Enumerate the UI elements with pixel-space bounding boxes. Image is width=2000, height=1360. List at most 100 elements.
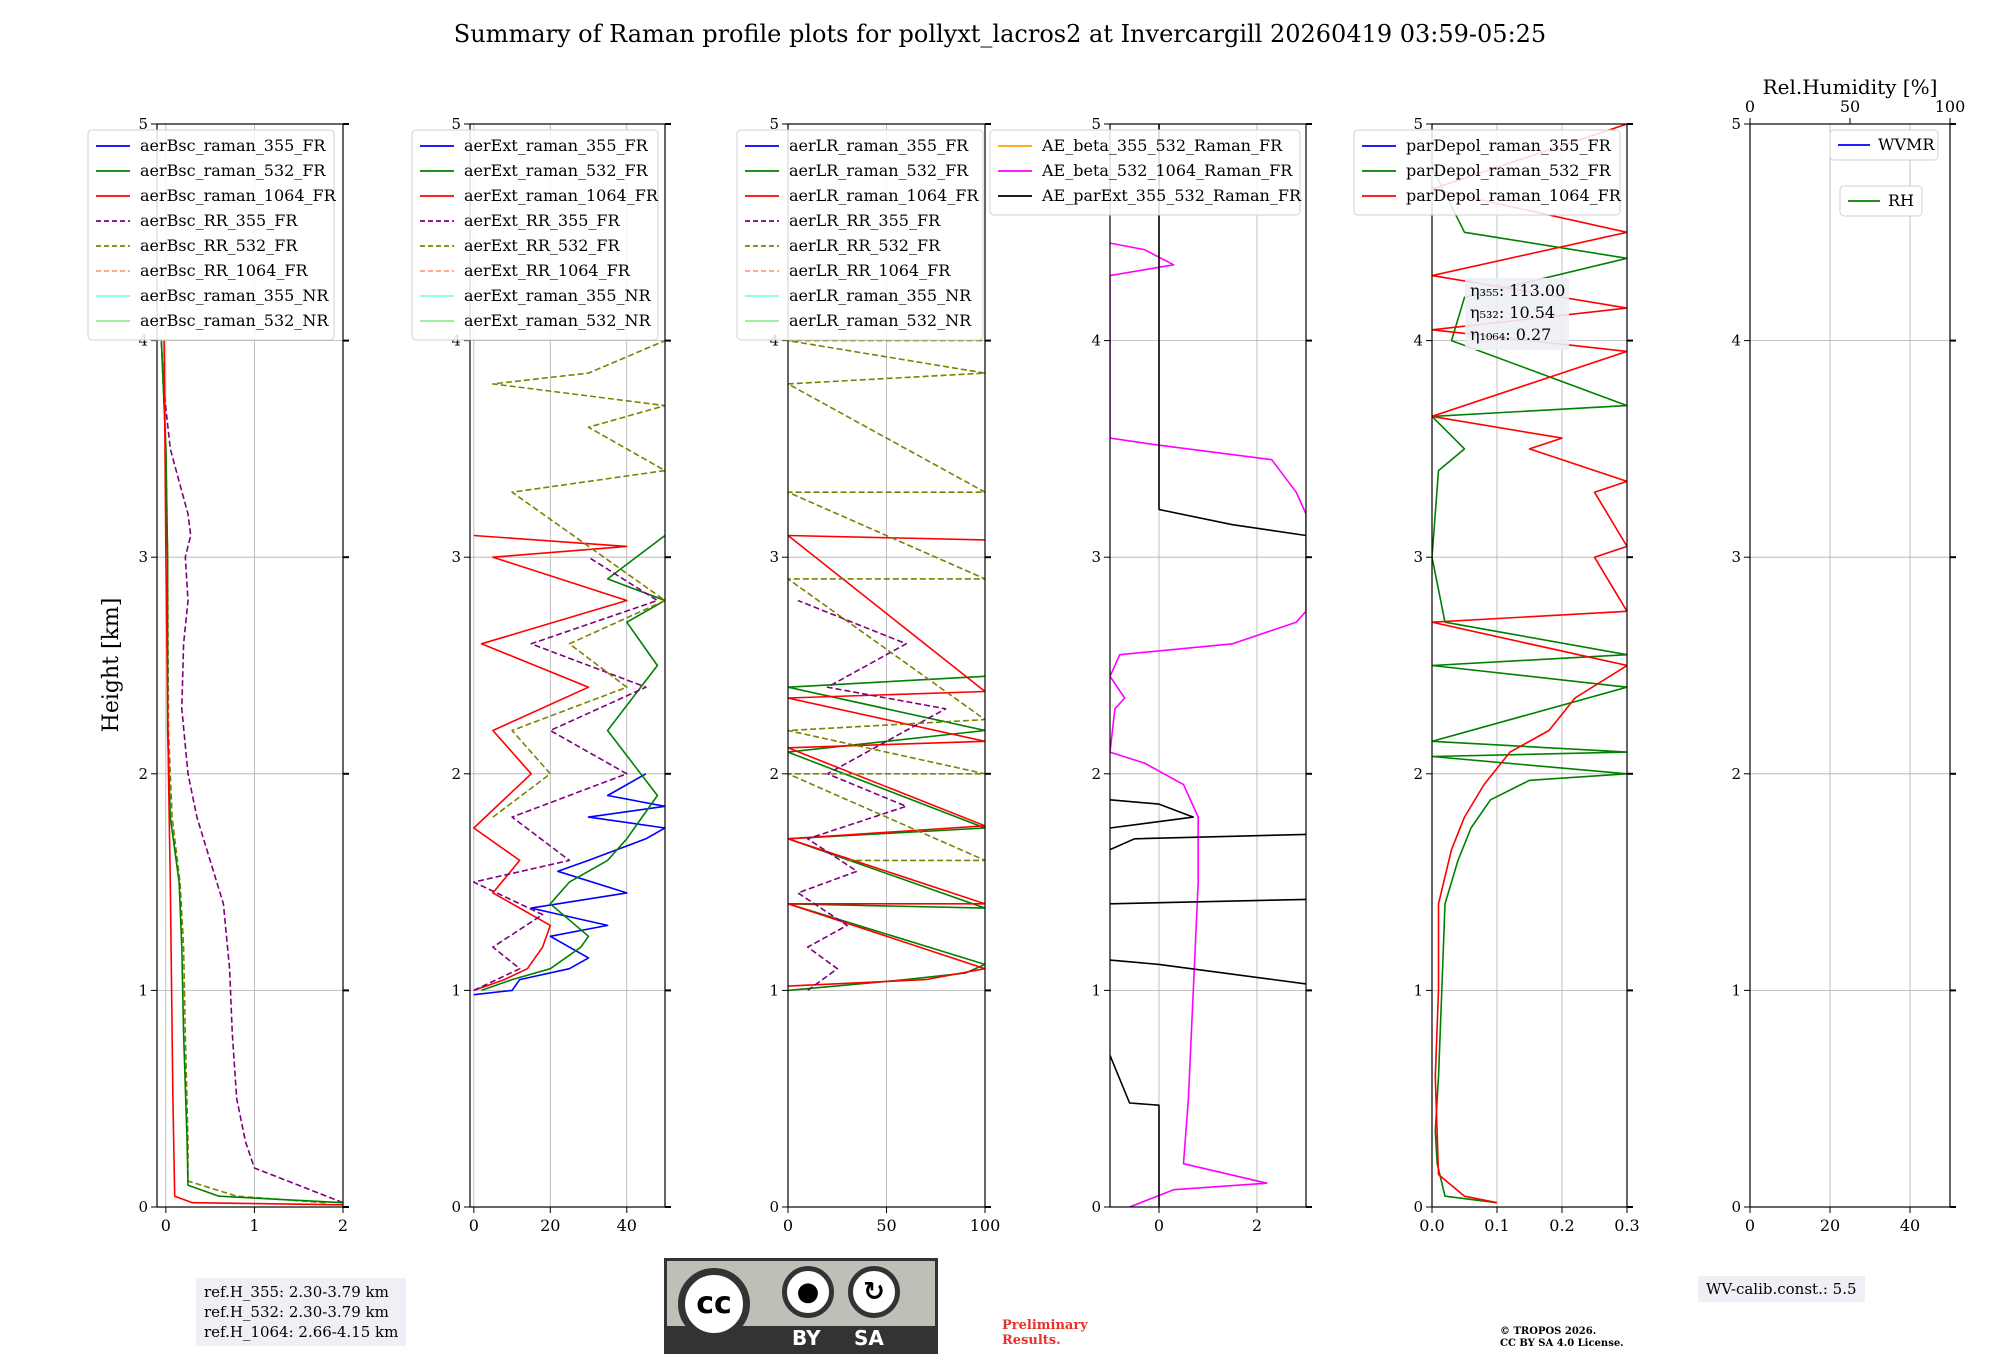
top-tick-label: 0	[1745, 97, 1755, 116]
legend-label: aerBsc_RR_355_FR	[140, 211, 298, 230]
y-tick-label: 5	[1731, 115, 1741, 133]
y-tick-label: 2	[769, 765, 779, 783]
legend-label: parDepol_raman_1064_FR	[1406, 186, 1622, 205]
ref-height-1064: ref.H_1064: 2.66-4.15 km	[204, 1323, 399, 1341]
series-line	[472, 556, 659, 992]
x-tick-label: 0.0	[1419, 1216, 1444, 1235]
series-line	[1110, 242, 1306, 1207]
legend-box	[1829, 129, 1939, 161]
axes-frame	[1749, 123, 1951, 1208]
axes-frame	[1109, 123, 1307, 1208]
eta-annotation: η₅₃₂: 10.54	[1470, 303, 1555, 322]
y-tick-label: 3	[451, 548, 461, 566]
legend-box	[736, 129, 984, 341]
legend-label: aerExt_RR_532_FR	[464, 236, 621, 255]
legend-label: aerBsc_raman_355_FR	[140, 136, 326, 155]
y-tick-label: 2	[1413, 765, 1423, 783]
x-tick-label: 0	[1745, 1216, 1755, 1235]
x-tick-label: 0	[161, 1216, 171, 1235]
copyright-note: © TROPOS 2026. CC BY SA 4.0 License.	[1500, 1326, 1624, 1350]
y-tick-label: 5	[769, 115, 779, 133]
y-tick-label: 5	[1413, 115, 1423, 133]
y-tick-label: 1	[769, 981, 779, 999]
y-tick-label: 3	[1091, 548, 1101, 566]
y-tick-label: 1	[451, 981, 461, 999]
ref-height-355: ref.H_355: 2.30-3.79 km	[204, 1283, 389, 1301]
legend-box	[411, 129, 659, 341]
y-tick-label: 4	[769, 332, 779, 350]
license-by-label: BY	[792, 1326, 821, 1350]
panel-ae: 02012345Ångström Exp.AE_beta_355_532_Ram…	[989, 115, 1312, 1235]
series-line	[1158, 124, 1306, 537]
legend-label: aerLR_raman_532_FR	[789, 161, 969, 180]
series-line	[1110, 799, 1195, 829]
x-tick-label: 20	[540, 1216, 560, 1235]
x-tick-label: 0	[783, 1216, 793, 1235]
ref-height-532: ref.H_532: 2.30-3.79 km	[204, 1303, 389, 1321]
y-tick-label: 5	[451, 115, 461, 133]
legend-label: aerBsc_raman_532_NR	[140, 311, 329, 330]
legend-label: parDepol_raman_355_FR	[1406, 136, 1612, 155]
legend-label: aerExt_raman_532_NR	[464, 311, 652, 330]
legend-label: aerLR_raman_1064_FR	[789, 186, 979, 205]
x-tick-label: 0	[1154, 1216, 1164, 1235]
legend-label: parDepol_raman_532_FR	[1406, 161, 1612, 180]
legend-label: aerBsc_RR_1064_FR	[140, 261, 309, 280]
y-tick-label: 0	[769, 1198, 779, 1216]
legend-label: aerLR_raman_355_FR	[789, 136, 969, 155]
legend-label: AE_beta_532_1064_Raman_FR	[1041, 161, 1293, 180]
axes-frame	[469, 123, 666, 1208]
wv-calibration-box: WV-calib.const.: 5.5	[1698, 1276, 1865, 1302]
panel-lr: 050100012345Lidar ratio [Sr]aerLR_raman_…	[736, 115, 1001, 1235]
series-line	[1110, 1055, 1160, 1207]
x-tick-label: 2	[338, 1216, 348, 1235]
eta-annotation: η₁₀₆₄: 0.27	[1470, 325, 1551, 344]
x-tick-label: 0.3	[1614, 1216, 1639, 1235]
y-tick-label: 0	[1413, 1198, 1423, 1216]
x-tick-label: 40	[1900, 1216, 1920, 1235]
legend-label: aerBsc_raman_355_NR	[140, 286, 329, 305]
panel-ext: 02040012345Extinct. coeff. [Mm⁻¹]aerExt_…	[411, 115, 671, 1235]
series-line	[473, 773, 665, 996]
y-tick-label: 2	[138, 765, 148, 783]
series-line	[160, 340, 343, 1204]
copyright-line-2: CC BY SA 4.0 License.	[1500, 1338, 1624, 1349]
y-tick-label: 1	[1413, 981, 1423, 999]
y-tick-label: 1	[1731, 981, 1741, 999]
panel-bsc: 012012345Backsc. coeff. [Msr⁻¹ m⁻¹]aerBs…	[87, 115, 349, 1235]
x-tick-label: 100	[970, 1216, 1001, 1235]
y-tick-label: 1	[138, 981, 148, 999]
x-tick-label: 40	[617, 1216, 637, 1235]
y-tick-label: 3	[1731, 548, 1741, 566]
preliminary-line-1: Preliminary	[1002, 1318, 1088, 1333]
x-tick-label: 20	[1820, 1216, 1840, 1235]
y-tick-label: 3	[138, 548, 148, 566]
y-tick-label: 4	[1413, 332, 1423, 350]
cc-license-logo: cc ● ↻ BY SA	[664, 1258, 938, 1354]
x-tick-label: 1	[249, 1216, 259, 1235]
legend-box	[1839, 185, 1923, 217]
copyright-line-1: © TROPOS 2026.	[1500, 1326, 1597, 1337]
legend-label: aerExt_raman_1064_FR	[464, 186, 659, 205]
legend-label: aerBsc_RR_532_FR	[140, 236, 298, 255]
top-axis-label: Rel.Humidity [%]	[1763, 75, 1938, 99]
series-line	[160, 340, 343, 1204]
y-tick-label: 4	[451, 332, 461, 350]
x-tick-label: 2	[1252, 1216, 1262, 1235]
y-tick-label: 4	[1731, 332, 1741, 350]
annotation-box	[1465, 278, 1569, 350]
y-tick-label: 3	[1413, 548, 1423, 566]
series-line	[1110, 833, 1306, 851]
y-tick-label: 3	[769, 548, 779, 566]
axes-frame	[1431, 123, 1628, 1208]
y-tick-label: 1	[1091, 981, 1101, 999]
y-tick-label: 2	[1731, 765, 1741, 783]
y-tick-label: 2	[451, 765, 461, 783]
legend-label: aerBsc_raman_532_FR	[140, 161, 326, 180]
legend-label: aerLR_RR_355_FR	[789, 211, 941, 230]
y-tick-label: 4	[138, 332, 148, 350]
legend-label: RH	[1888, 191, 1914, 210]
legend-label: aerLR_RR_532_FR	[789, 236, 941, 255]
legend-label: aerLR_RR_1064_FR	[789, 261, 951, 280]
